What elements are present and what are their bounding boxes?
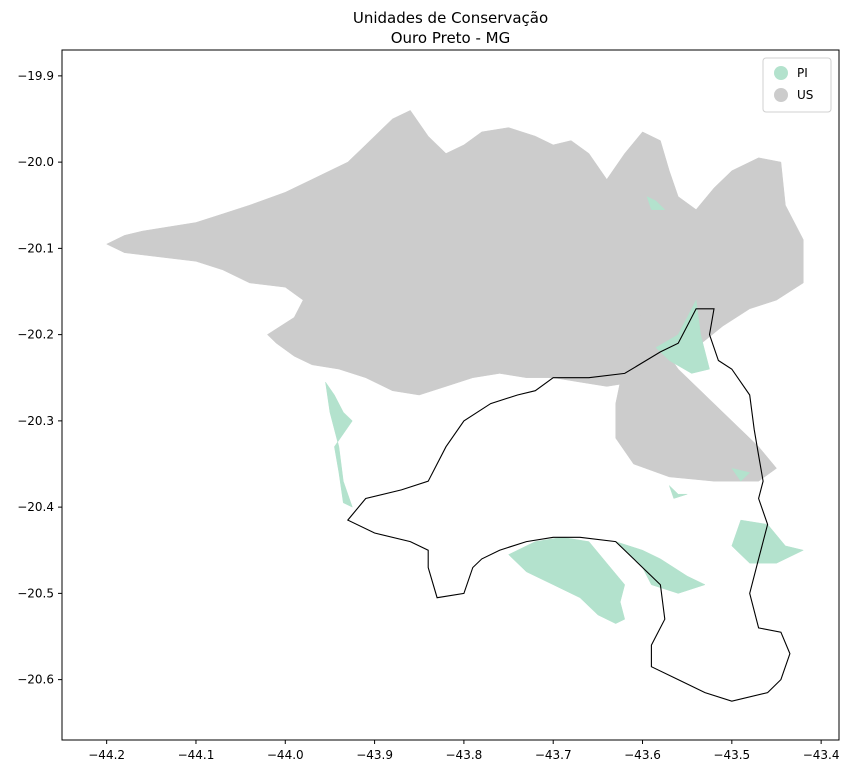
y-tick-label: −20.6 — [17, 673, 54, 687]
y-tick-label: −19.9 — [17, 69, 54, 83]
area-pi-4 — [508, 537, 625, 624]
x-tick-label: −43.9 — [356, 748, 393, 762]
area-pi-7 — [669, 485, 688, 499]
x-tick-label: −43.8 — [446, 748, 483, 762]
y-axis: −19.9 −20.0 −20.1 −20.2 −20.3 −20.4 −20.5 −20.6 — [17, 69, 62, 687]
y-tick-label: −20.1 — [17, 241, 54, 255]
y-tick-label: −20.5 — [17, 586, 54, 600]
area-pi-2 — [655, 299, 710, 374]
x-tick-label: −43.6 — [624, 748, 661, 762]
area-pi-1 — [325, 381, 353, 508]
legend-label-pi: PI — [797, 66, 808, 80]
area-pi-3 — [646, 196, 666, 210]
area-us-1 — [106, 110, 804, 396]
area-pi-8 — [731, 467, 751, 482]
x-tick-label: −43.5 — [713, 748, 750, 762]
y-tick-label: −20.2 — [17, 328, 54, 342]
legend-label-us: US — [797, 88, 813, 102]
y-tick-label: −20.0 — [17, 155, 54, 169]
x-axis: −44.2 −44.1 −44.0 −43.9 −43.8 −43.7 −43.6 −43.5… — [88, 740, 840, 762]
municipality-boundary — [346, 308, 791, 702]
map-layers — [106, 110, 805, 624]
x-tick-label: −44.1 — [178, 748, 215, 762]
chart-title-line2: Ouro Preto - MG — [390, 29, 511, 47]
area-pi-5 — [615, 541, 706, 594]
municipality-boundary-layer — [346, 308, 791, 702]
x-tick-label: −43.4 — [803, 748, 840, 762]
legend-swatch-pi — [774, 66, 788, 80]
x-tick-label: −43.7 — [535, 748, 572, 762]
x-tick-label: −44.2 — [88, 748, 125, 762]
legend: PI US — [762, 57, 832, 113]
y-tick-label: −20.3 — [17, 414, 54, 428]
x-tick-label: −44.0 — [267, 748, 304, 762]
legend-swatch-us — [774, 88, 788, 102]
chart-title-line1: Unidades de Conservação — [352, 9, 549, 27]
y-tick-label: −20.4 — [17, 500, 54, 514]
area-us-2 — [615, 308, 777, 482]
plot-frame — [61, 49, 840, 741]
area-pi-6 — [731, 519, 805, 564]
